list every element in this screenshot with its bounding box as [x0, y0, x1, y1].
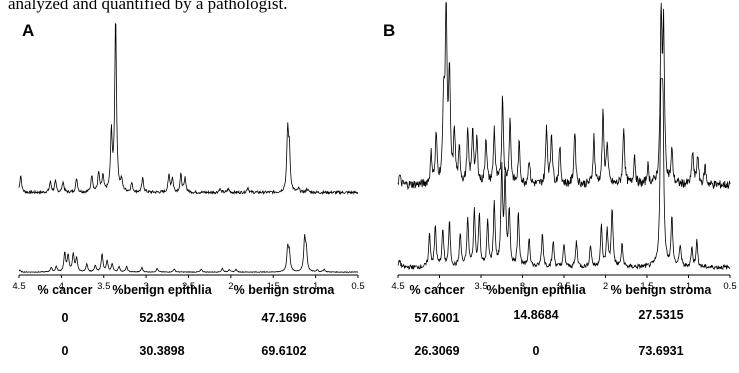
cell-a-r1-c3: 47.1696: [261, 311, 307, 325]
x-tick-label: 4: [59, 281, 64, 292]
figure-caption: analyzed and quantified by a pathologist…: [8, 0, 288, 13]
panel-label-b: B: [383, 21, 395, 40]
cell-a-r2-c2: 30.3898: [139, 344, 185, 358]
x-tick-label: 3.5: [474, 281, 487, 292]
x-tick-label: 1: [313, 281, 318, 292]
x-tick-label: 4.5: [12, 281, 25, 292]
x-tick-label: 3: [143, 281, 148, 292]
panel-label-a: A: [22, 21, 34, 40]
x-tick-label: 1: [686, 281, 691, 292]
cell-b-r2-c2: 0: [532, 344, 540, 358]
x-tick-label: 0.5: [723, 281, 736, 292]
cell-a-r1-c1: 0: [61, 311, 69, 325]
x-tick-label: 4: [437, 281, 442, 292]
x-tick-label: 3: [520, 281, 525, 292]
header-stroma-b: % benign stroma: [610, 283, 712, 297]
header-epithelia-b: %benign epithlia: [486, 283, 586, 297]
cell-a-r2-c1: 0: [61, 344, 69, 358]
x-tick-label: 1.5: [267, 281, 280, 292]
x-tick-label: 3.5: [97, 281, 110, 292]
x-tick-label: 2.5: [182, 281, 195, 292]
x-tick-label: 1.5: [640, 281, 653, 292]
x-tick-label: 2: [603, 281, 608, 292]
spectrum-trace-b-1: [397, 2, 731, 191]
spectrum-trace-a-2: [18, 233, 359, 273]
header-stroma-a: % benign stroma: [233, 283, 335, 297]
x-tick-label: 2: [228, 281, 233, 292]
cell-b-r2-c1: 26.3069: [414, 344, 460, 358]
header-cancer-a: % cancer: [37, 283, 93, 297]
header-epithelia-a: %benign epithlia: [112, 283, 212, 297]
cell-b-r1-c3: 27.5315: [638, 308, 684, 322]
cell-b-r1-c2: 14.8684: [513, 308, 559, 322]
spectrum-trace-a-1: [18, 22, 359, 196]
x-tick-label: 0.5: [351, 281, 364, 292]
cell-a-r2-c3: 69.6102: [261, 344, 307, 358]
spectrum-trace-b-2: [397, 78, 731, 270]
header-cancer-b: % cancer: [409, 283, 465, 297]
cell-a-r1-c2: 52.8304: [139, 311, 185, 325]
x-tick-label: 4.5: [391, 281, 404, 292]
cell-b-r2-c3: 73.6931: [638, 344, 684, 358]
x-tick-label: 2.5: [557, 281, 570, 292]
cell-b-r1-c1: 57.6001: [414, 311, 460, 325]
